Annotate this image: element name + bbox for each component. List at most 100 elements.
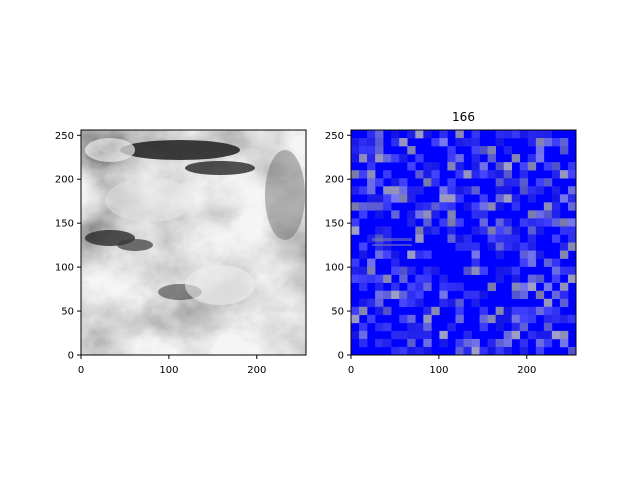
image-tile xyxy=(359,322,368,332)
image-tile xyxy=(407,194,416,203)
image-tile xyxy=(367,178,376,187)
image-tile xyxy=(479,210,488,219)
image-tile xyxy=(463,186,472,195)
image-tile xyxy=(439,194,448,203)
image-tile xyxy=(567,346,576,355)
image-tile xyxy=(495,194,504,203)
x-tick-label: 0 xyxy=(348,365,354,376)
image-tile xyxy=(399,274,408,283)
left-axes-frame xyxy=(80,129,307,356)
image-tile xyxy=(519,306,529,316)
image-tile xyxy=(471,266,480,275)
image-tile xyxy=(551,314,561,324)
image-tile xyxy=(439,290,448,300)
image-tile xyxy=(527,194,537,203)
image-tile xyxy=(375,242,384,251)
image-tile xyxy=(495,274,504,283)
image-tile xyxy=(391,266,400,275)
image-tile xyxy=(543,202,553,211)
image-tile xyxy=(407,210,416,219)
image-tile xyxy=(407,130,416,139)
image-tile xyxy=(359,298,368,308)
image-tile xyxy=(375,322,384,332)
image-tile xyxy=(495,266,504,275)
image-tile xyxy=(407,282,416,292)
image-tile xyxy=(423,266,432,275)
image-tile xyxy=(503,306,513,316)
y-tick-label: 150 xyxy=(55,219,74,230)
image-tile xyxy=(543,258,553,267)
image-tile xyxy=(439,282,448,292)
image-tile xyxy=(543,306,553,316)
image-tile xyxy=(367,314,376,324)
image-tile xyxy=(447,210,456,219)
image-tile xyxy=(567,202,576,211)
image-tile xyxy=(503,186,513,195)
image-tile xyxy=(391,290,400,300)
image-tile xyxy=(527,138,537,147)
image-tile xyxy=(471,258,480,267)
image-tile xyxy=(367,274,376,283)
image-tile xyxy=(503,314,513,324)
y-tick-label: 200 xyxy=(325,175,344,186)
image-tile xyxy=(415,322,424,332)
image-tile xyxy=(447,162,456,171)
image-tile xyxy=(391,194,400,203)
image-tile xyxy=(479,170,488,179)
image-tile xyxy=(399,346,408,355)
image-tile xyxy=(415,210,424,219)
left-image xyxy=(81,130,306,355)
image-tile xyxy=(423,346,432,355)
image-tile xyxy=(439,274,448,283)
image-tile xyxy=(391,250,400,259)
y-tick-label: 50 xyxy=(61,307,74,318)
image-tile xyxy=(359,138,368,147)
image-tile xyxy=(415,282,424,292)
right-axis-ticks: 0 100 200 0 50 100 150 200 250 xyxy=(325,131,536,376)
y-tick-label: 0 xyxy=(338,351,344,362)
image-tile xyxy=(375,226,384,235)
image-tile xyxy=(463,234,472,243)
image-tile xyxy=(375,202,384,211)
image-tile xyxy=(511,234,521,243)
image-tile xyxy=(471,290,480,300)
image-tile xyxy=(391,330,400,340)
image-tile xyxy=(519,290,529,300)
y-tick-label: 200 xyxy=(55,175,74,186)
image-tile xyxy=(359,338,368,348)
image-tile xyxy=(447,194,456,203)
image-tile xyxy=(455,154,464,163)
image-tile xyxy=(447,282,456,292)
image-tile xyxy=(487,338,496,348)
image-tile xyxy=(535,130,545,139)
image-tile xyxy=(367,138,376,147)
image-tile xyxy=(447,154,456,163)
image-tile xyxy=(399,194,408,203)
image-tile xyxy=(351,218,360,227)
image-tile xyxy=(559,194,569,203)
image-tile xyxy=(359,202,368,211)
right-image xyxy=(351,130,576,355)
image-tile xyxy=(463,202,472,211)
image-tile xyxy=(487,314,496,324)
image-tile xyxy=(511,290,521,300)
image-tile xyxy=(535,250,545,259)
image-tile xyxy=(471,162,480,171)
image-tile xyxy=(535,138,545,147)
image-tile xyxy=(375,138,384,147)
image-tile xyxy=(423,250,432,259)
image-tile xyxy=(407,322,416,332)
image-tile xyxy=(567,274,576,283)
image-tile xyxy=(423,202,432,211)
image-tile xyxy=(551,202,561,211)
image-tile xyxy=(391,210,400,219)
image-tile xyxy=(551,258,561,267)
image-tile xyxy=(471,130,480,139)
image-tile xyxy=(407,298,416,308)
right-title: 166 xyxy=(452,110,475,124)
image-tile xyxy=(391,186,400,195)
image-tile xyxy=(559,170,569,179)
image-tile xyxy=(495,234,504,243)
image-tile xyxy=(487,146,496,155)
image-tile xyxy=(359,282,368,292)
